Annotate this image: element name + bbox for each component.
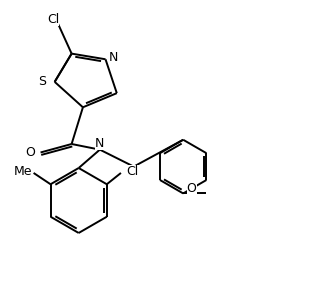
Text: O: O bbox=[26, 146, 36, 159]
Text: Cl: Cl bbox=[47, 13, 59, 26]
Text: Me: Me bbox=[14, 165, 32, 178]
Text: S: S bbox=[38, 75, 46, 88]
Text: N: N bbox=[95, 137, 105, 150]
Text: N: N bbox=[109, 50, 118, 64]
Text: Cl: Cl bbox=[127, 165, 139, 178]
Text: O: O bbox=[187, 182, 197, 195]
